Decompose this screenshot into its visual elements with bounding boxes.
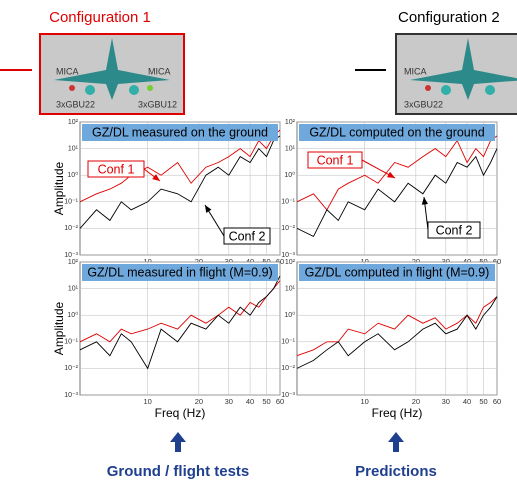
series-line <box>79 129 281 203</box>
annotation-box <box>427 221 481 239</box>
y-tick-label: 10⁻¹ <box>281 199 295 206</box>
y-tick-label: 10² <box>68 119 79 126</box>
store-label: MICA <box>404 66 427 76</box>
panel-title: GZ/DL measured in flight (M=0.9) <box>87 265 272 279</box>
y-tick-label: 10⁻² <box>64 365 78 372</box>
y-tick-label: 10⁻³ <box>64 252 78 259</box>
panel-title: GZ/DL measured on the ground <box>92 125 268 139</box>
annotation-box <box>87 160 145 178</box>
series-line <box>296 148 498 237</box>
y-axis-label: Amplitude <box>52 302 66 356</box>
y-tick-label: 10² <box>285 119 296 126</box>
y-tick-label: 10⁻² <box>281 225 295 232</box>
up-arrow <box>170 432 186 452</box>
panel-title-box <box>299 264 495 281</box>
annotation-label: Conf 1 <box>98 162 135 176</box>
annotation-label: Conf 2 <box>229 229 266 243</box>
y-tick-label: 10⁻¹ <box>281 339 295 346</box>
x-tick-label: 60 <box>493 397 501 406</box>
y-tick-label: 10² <box>68 259 79 266</box>
annotation-arrowhead <box>421 197 428 205</box>
x-tick-label: 20 <box>412 257 420 266</box>
x-tick-label: 60 <box>493 257 501 266</box>
x-tick-label: 50 <box>479 257 487 266</box>
series-line <box>79 135 281 229</box>
plot-area <box>79 261 281 396</box>
x-tick-label: 60 <box>276 257 284 266</box>
x-tick-label: 10 <box>143 257 151 266</box>
panel-title-box <box>82 124 278 141</box>
x-tick-label: 10 <box>360 257 368 266</box>
y-tick-label: 10⁻³ <box>281 392 295 399</box>
panel-title-box <box>82 264 278 281</box>
plot-area <box>296 261 498 396</box>
y-tick-label: 10² <box>285 259 296 266</box>
y-tick-label: 10⁻² <box>281 365 295 372</box>
y-tick-label: 10⁻¹ <box>64 199 78 206</box>
aircraft <box>410 38 517 100</box>
y-tick-label: 10¹ <box>68 145 79 152</box>
aircraft <box>54 38 170 100</box>
x-tick-label: 60 <box>276 397 284 406</box>
annotation-box <box>307 151 363 169</box>
annotation-box <box>223 227 271 245</box>
y-tick-label: 10⁰ <box>284 171 295 179</box>
panel-title: GZ/DL computed in flight (M=0.9) <box>305 265 490 279</box>
y-tick-label: 10⁰ <box>67 311 78 319</box>
footer-label: Predictions <box>355 463 437 480</box>
store-label: 3xGBU22 <box>56 99 95 109</box>
x-tick-label: 50 <box>262 257 270 266</box>
series-line <box>296 296 498 369</box>
x-tick-label: 20 <box>195 397 203 406</box>
annotation-arrowhead <box>387 171 395 178</box>
x-tick-label: 10 <box>360 397 368 406</box>
y-tick-label: 10⁰ <box>284 311 295 319</box>
x-axis-label: Freq (Hz) <box>155 406 206 420</box>
store-label: 3xGBU22 <box>404 99 443 109</box>
x-tick-label: 20 <box>412 397 420 406</box>
y-tick-label: 10¹ <box>285 285 296 292</box>
annotation-label: Conf 1 <box>317 153 354 167</box>
x-tick-label: 50 <box>479 397 487 406</box>
annotation-arrowhead <box>152 174 160 181</box>
y-tick-label: 10⁻³ <box>64 392 78 399</box>
x-tick-label: 30 <box>225 257 233 266</box>
config-label: Configuration 1 <box>49 9 151 26</box>
x-tick-label: 20 <box>195 257 203 266</box>
x-tick-label: 40 <box>463 257 471 266</box>
x-axis-label: Freq (Hz) <box>372 406 423 420</box>
y-axis-label: Amplitude <box>52 162 66 216</box>
store-label: 3xGBU12 <box>138 99 177 109</box>
y-tick-label: 10¹ <box>68 285 79 292</box>
y-tick-label: 10¹ <box>285 145 296 152</box>
x-tick-label: 40 <box>463 397 471 406</box>
series-line <box>79 280 281 343</box>
annotation-label: Conf 2 <box>436 223 473 237</box>
y-tick-label: 10⁻³ <box>281 252 295 259</box>
series-line <box>79 275 281 370</box>
series-line <box>296 296 498 357</box>
x-tick-label: 10 <box>143 397 151 406</box>
footer-label: Ground / flight tests <box>107 463 250 480</box>
x-tick-label: 30 <box>442 257 450 266</box>
config-label: Configuration 2 <box>398 9 500 26</box>
panel-title-box <box>299 124 495 141</box>
x-tick-label: 40 <box>246 397 254 406</box>
store-label: MICA <box>56 66 79 76</box>
y-tick-label: 10⁻¹ <box>64 339 78 346</box>
annotation-arrowhead <box>205 205 212 213</box>
x-tick-label: 40 <box>246 257 254 266</box>
store-label: MICA <box>148 66 171 76</box>
x-tick-label: 50 <box>262 397 270 406</box>
x-tick-label: 30 <box>225 397 233 406</box>
x-tick-label: 30 <box>442 397 450 406</box>
panel-title: GZ/DL computed on the ground <box>309 125 484 139</box>
y-tick-label: 10⁰ <box>67 171 78 179</box>
y-tick-label: 10⁻² <box>64 225 78 232</box>
series-line <box>296 135 498 211</box>
up-arrow <box>388 432 404 452</box>
